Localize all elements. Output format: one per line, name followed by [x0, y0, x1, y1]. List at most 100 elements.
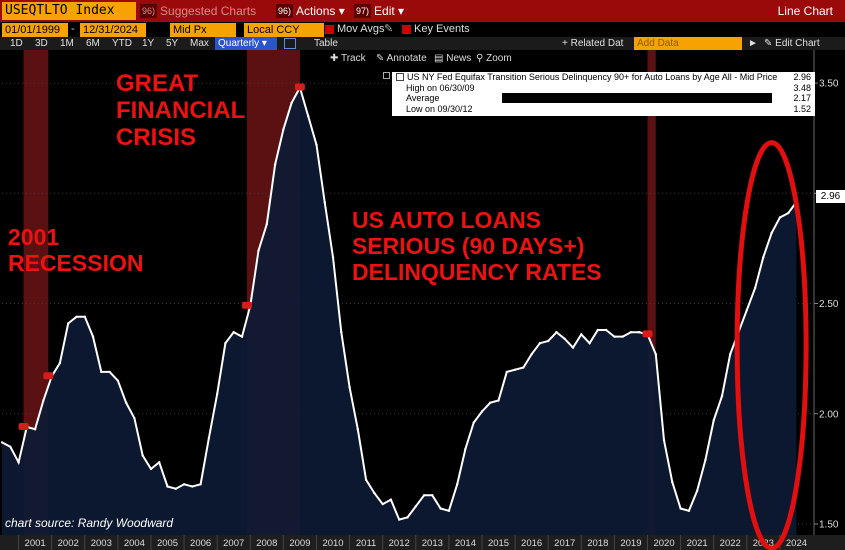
date-range-bar: 01/01/1999 - 12/31/2024 Mid Px Local CCY… [0, 22, 845, 37]
data-point [356, 428, 359, 431]
key-events-label[interactable]: Key Events [414, 23, 470, 35]
period-max[interactable]: Max [190, 38, 209, 49]
pencil-icon[interactable]: ✎ [384, 23, 394, 35]
data-point [671, 480, 674, 484]
data-point [580, 333, 583, 336]
data-point [216, 392, 219, 396]
start-date-field[interactable]: 01/01/1999 [2, 23, 68, 37]
view-title: Line Chart [777, 4, 833, 18]
related-data-button[interactable]: + Related Dat [562, 38, 624, 49]
magnifier-icon: ⚲ [476, 53, 487, 64]
data-point [0, 441, 4, 444]
data-point [307, 114, 310, 118]
data-point [182, 483, 186, 486]
legend-series-name: US NY Fed Equifax Transition Serious Del… [407, 72, 778, 82]
data-point [770, 231, 773, 235]
data-point [596, 328, 599, 332]
line-chart: 1.502.002.503.003.5020012002200320042005… [0, 50, 845, 550]
crosshair-icon: ✚ [330, 53, 341, 64]
period-5y[interactable]: 5Y [166, 38, 179, 49]
data-point [472, 421, 475, 424]
period-1m[interactable]: 1M [60, 38, 74, 49]
period-1d[interactable]: 1D [10, 38, 23, 49]
period-1y[interactable]: 1Y [142, 38, 155, 49]
edit-menu-button[interactable]: 97) Edit ▾ [354, 2, 404, 20]
key-events-checkbox[interactable] [402, 25, 411, 34]
data-point [75, 315, 78, 318]
track-tool[interactable]: ✚ Track [330, 53, 366, 65]
suggested-charts-shortcut: 96) [140, 4, 158, 18]
data-point [489, 401, 492, 404]
data-point [762, 256, 765, 259]
chart-style-icon[interactable] [284, 38, 296, 49]
data-point [464, 447, 467, 451]
x-tick-label: 2010 [322, 538, 343, 549]
x-tick-label: 2021 [687, 538, 708, 549]
data-point [199, 483, 202, 486]
ticker-input[interactable]: USEQTLTO Index [2, 2, 136, 20]
annotation-line: RECESSION [8, 249, 144, 276]
x-tick-label: 2006 [190, 538, 211, 549]
data-point [662, 439, 666, 442]
data-point [331, 256, 335, 259]
event-marker-icon [241, 301, 252, 309]
legend-high-label: High on 06/30/09 [406, 83, 475, 93]
legend-low-value: 1.52 [793, 104, 811, 114]
data-point [604, 328, 608, 332]
period-6m[interactable]: 6M [86, 38, 100, 49]
currency-select[interactable]: Local CCY [244, 23, 324, 37]
data-point [522, 366, 525, 369]
data-point [273, 163, 277, 166]
chart-title-annotation: US AUTO LOANS SERIOUS (90 DAYS+) DELINQU… [352, 207, 602, 285]
data-point [547, 339, 550, 343]
mov-avgs-label[interactable]: Mov Avgs [337, 23, 385, 35]
data-point [389, 498, 393, 501]
x-tick-label: 2007 [223, 538, 244, 549]
price-field-select[interactable]: Mid Px [170, 23, 236, 37]
x-tick-label: 2009 [289, 538, 310, 549]
period-ytd[interactable]: YTD [112, 38, 132, 49]
wrench-icon[interactable]: ► [748, 38, 758, 49]
annotate-label: Annotate [386, 53, 427, 64]
data-point [42, 399, 45, 402]
frequency-select[interactable]: Quarterly ▾ [215, 37, 277, 50]
series-checkbox[interactable] [396, 73, 404, 81]
x-tick-label: 2014 [455, 538, 476, 549]
data-point [257, 249, 260, 252]
annotation-line: CRISIS [116, 124, 197, 152]
add-data-input[interactable]: Add Data [634, 37, 742, 50]
highlight-ellipse [734, 140, 809, 550]
data-point [340, 331, 343, 334]
actions-label: Actions [296, 4, 336, 18]
annotate-tool[interactable]: ✎ Annotate [376, 53, 427, 65]
actions-menu-button[interactable]: 96) Actions ▾ [276, 2, 345, 20]
end-date-field[interactable]: 12/31/2024 [80, 23, 146, 37]
edit-shortcut: 97) [354, 4, 372, 18]
data-point [439, 507, 442, 510]
table-tab[interactable]: Table [314, 38, 338, 49]
legend-collapse-icon[interactable] [383, 72, 390, 79]
data-point [745, 308, 748, 312]
news-tool[interactable]: ▤ News [434, 53, 471, 65]
data-point [654, 353, 657, 356]
zoom-tool[interactable]: ⚲ Zoom [476, 53, 512, 65]
data-point [348, 386, 351, 389]
data-point [232, 331, 235, 334]
suggested-charts-button[interactable]: 96) Suggested Charts [140, 2, 256, 20]
edit-chart-button[interactable]: ✎ Edit Chart [764, 37, 820, 50]
data-point [629, 331, 633, 334]
data-point [563, 337, 566, 340]
period-3d[interactable]: 3D [35, 38, 48, 49]
data-point [538, 342, 542, 345]
legend-high-value: 3.48 [793, 83, 811, 93]
news-label: News [446, 53, 472, 64]
data-point [505, 370, 508, 374]
x-tick-label: 2013 [422, 538, 443, 549]
mov-avgs-checkbox[interactable] [325, 25, 334, 34]
x-tick-label: 2016 [521, 538, 542, 549]
chart-area[interactable]: 1.502.002.503.003.5020012002200320042005… [0, 50, 845, 550]
data-point [373, 491, 376, 495]
data-point [787, 211, 790, 215]
annotation-line: 2001 [8, 224, 60, 250]
x-tick-label: 2002 [58, 538, 79, 549]
